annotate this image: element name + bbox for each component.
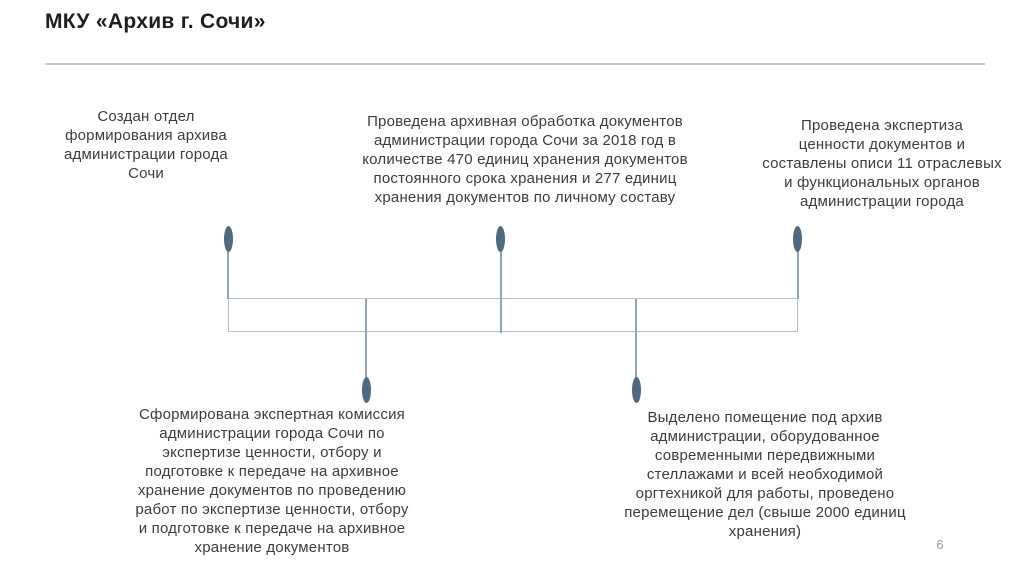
caption-expert-commission: Сформирована экспертная комиссия админис… [135,406,409,556]
timeline-connector [227,249,229,299]
timeline-connector [500,249,502,333]
timeline-marker [496,226,505,252]
title-divider [45,63,985,65]
caption-archive-room: Выделено помещение под архив администрац… [624,409,906,540]
timeline-marker [362,377,371,403]
timeline-marker [224,226,233,252]
slide-title: МКУ «Архив г. Сочи» [45,10,266,33]
page-number: 6 [936,537,944,552]
caption-created-department: Создан отдел формирования архива админис… [64,108,228,182]
timeline-marker [793,226,802,252]
timeline-connector [635,299,637,378]
caption-value-expertise: Проведена экспертиза ценности документов… [762,117,1002,210]
timeline-band [228,298,798,332]
caption-archival-processing: Проведена архивная обработка документов … [362,113,688,206]
timeline-marker [632,377,641,403]
timeline-connector [797,249,799,299]
timeline-connector [365,299,367,378]
